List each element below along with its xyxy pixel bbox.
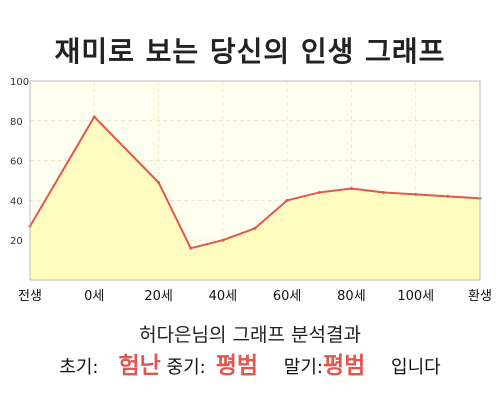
mid-label: 중기: (166, 357, 206, 378)
x-tick-label-2: 20세 (144, 289, 173, 304)
y-axis-ticks: 20 40 60 80 100 (10, 77, 29, 247)
data-point-9 (382, 190, 386, 194)
x-tick-label-6: 100세 (397, 289, 434, 304)
data-point-6 (285, 198, 289, 202)
life-line-points (28, 115, 482, 250)
mid-value: 평범 (215, 353, 259, 379)
verdict-suffix: 입니다 (391, 357, 441, 378)
data-point-5 (253, 226, 257, 230)
life-area-fill (30, 116, 480, 280)
late-label: 말기: (283, 357, 323, 378)
y-tick-label-2: 60 (10, 157, 23, 168)
data-point-7 (317, 190, 321, 194)
y-tick-label-3: 80 (10, 117, 23, 128)
x-tick-label-7: 환생 (468, 289, 492, 304)
early-value: 험난 (118, 353, 161, 379)
analysis-verdict: 초기: 험난 중기: 평범 말기:평범 입니다 (0, 346, 500, 380)
x-axis-ticks: 전생 0세 20세 40세 60세 80세 100세 환생 (18, 289, 492, 304)
analysis-summary: 허다은님의 그래프 분석결과 (139, 324, 361, 346)
early-label: 초기: (59, 357, 99, 378)
data-point-3 (189, 246, 193, 250)
y-tick-label-0: 20 (10, 236, 23, 247)
data-point-8 (349, 186, 353, 190)
late-value: 평범 (322, 353, 366, 379)
x-tick-label-4: 60세 (273, 289, 302, 304)
data-point-1 (92, 115, 96, 119)
x-tick-label-3: 40세 (209, 289, 238, 304)
y-tick-label-4: 100 (10, 77, 29, 88)
x-tick-label-5: 80세 (337, 289, 366, 304)
data-point-11 (446, 194, 450, 198)
x-tick-label-0: 전생 (18, 289, 42, 304)
page-title: 재미로 보는 당신의 인생 그래프 (54, 35, 446, 68)
life-graph-chart: 20 40 60 80 100 전생 0세 20세 40세 60세 80세 100세 환생 (10, 77, 492, 304)
x-tick-label-1: 0세 (84, 289, 104, 304)
data-point-10 (414, 192, 418, 196)
data-point-2 (157, 180, 161, 184)
plot-border (29, 80, 481, 281)
data-point-4 (221, 238, 225, 242)
y-tick-label-1: 40 (10, 196, 23, 207)
